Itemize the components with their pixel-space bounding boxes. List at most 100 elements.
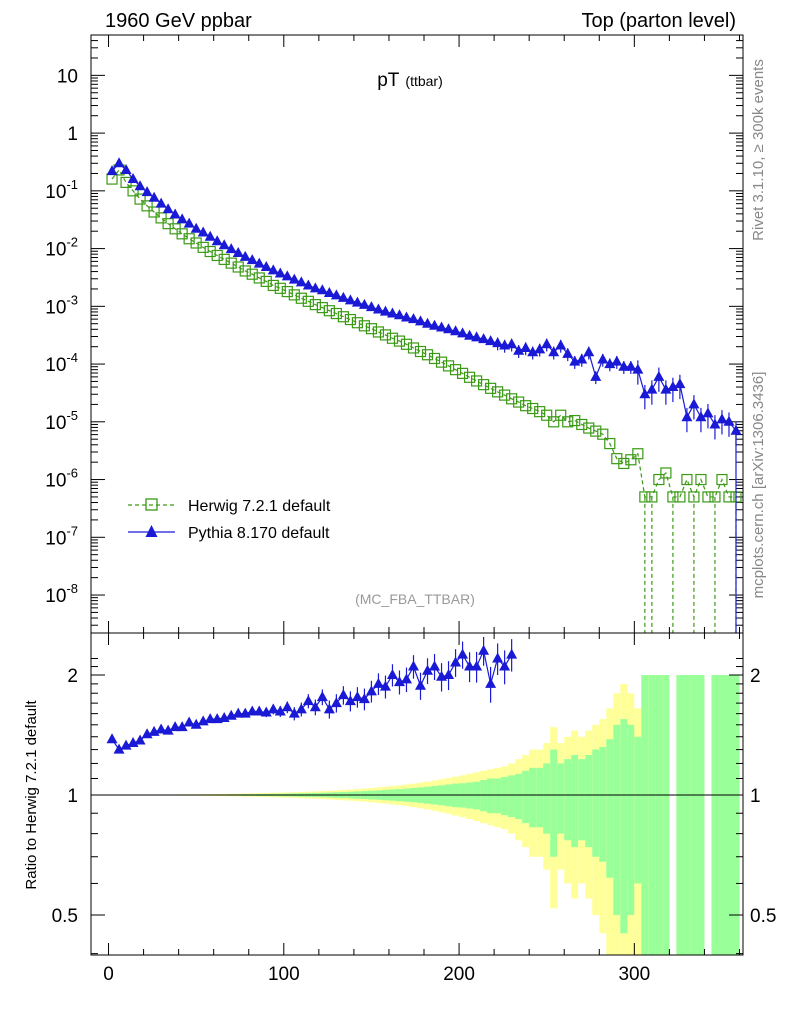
ratio-band-green [620, 719, 628, 934]
pythia-ratio-point [155, 723, 167, 734]
x-tick-label: 200 [443, 964, 475, 985]
pythia-point [429, 319, 441, 330]
pythia-ratio-point [464, 660, 476, 671]
pythia-point [534, 343, 546, 354]
herwig-point [127, 185, 139, 197]
herwig-point [372, 326, 385, 338]
pythia-ratio-point [506, 648, 518, 659]
ratio-band-green [641, 675, 649, 955]
herwig-point [155, 212, 167, 224]
pythia-ratio-point [295, 703, 307, 714]
pythia-point [506, 338, 518, 349]
pythia-point [113, 157, 125, 168]
pythia-point [597, 353, 609, 364]
herwig-point [183, 233, 195, 245]
ratio-band-green [515, 773, 523, 820]
pythia-point [393, 309, 405, 320]
y-tick-label-exponent: -3 [66, 292, 78, 307]
legend-entry-herwig: Herwig 7.2.1 default [128, 498, 331, 515]
herwig-point [288, 289, 300, 301]
ratio-band-green [732, 675, 740, 955]
herwig-point [414, 345, 427, 358]
y-tick-label-base: 10 [45, 586, 66, 607]
ratio-band-green [501, 776, 509, 816]
herwig-point [485, 382, 497, 394]
herwig-point [470, 375, 483, 387]
herwig-point [141, 200, 153, 212]
pythia-point [288, 273, 300, 284]
pythia-ratio-point [379, 680, 391, 691]
pythia-point [576, 353, 588, 364]
pythia-point [302, 279, 314, 290]
pythia-ratio-point [246, 705, 258, 716]
main-axis-ticks [91, 34, 743, 633]
herwig-point [351, 317, 364, 329]
pythia-ratio-point [204, 713, 216, 724]
pythia-ratio-point [393, 676, 405, 687]
y-tick-label: 10-8 [45, 581, 78, 607]
y-tick-label-base: 10 [45, 182, 66, 203]
herwig-point [330, 307, 342, 320]
ratio-band-green [480, 780, 488, 812]
analysis-label: (MC_FBA_TTBAR) [355, 591, 475, 607]
pythia-point [253, 257, 265, 268]
herwig-point [309, 299, 321, 311]
herwig-point [295, 292, 307, 304]
ratio-band-green [725, 675, 733, 955]
pythia-point [169, 208, 181, 219]
pythia-point [541, 338, 553, 349]
pythia-point [127, 173, 139, 184]
plot-title-main: pT [377, 70, 400, 91]
ratio-band-green [529, 767, 537, 828]
ratio-band-green [550, 749, 558, 857]
pythia-point [211, 235, 223, 246]
herwig-point [449, 364, 462, 376]
ratio-band-green [522, 770, 530, 824]
herwig-point [344, 313, 356, 326]
herwig-point [709, 491, 721, 503]
pythia-ratio-series [106, 637, 518, 754]
herwig-line [111, 168, 736, 499]
ratio-ylabel: Ratio to Herwig 7.2.1 default [23, 700, 40, 890]
pythia-point [372, 303, 384, 314]
pythia-point [267, 264, 279, 275]
herwig-point [365, 323, 378, 335]
herwig-point [302, 295, 314, 307]
pythia-point [365, 301, 377, 312]
ratio-y-tick-label-right: 1 [750, 786, 761, 807]
pythia-point [344, 294, 356, 305]
legend-herwig-label: Herwig 7.2.1 default [188, 498, 331, 515]
main-frame [90, 34, 744, 634]
pythia-point [632, 363, 644, 374]
pythia-point [702, 407, 714, 418]
pythia-ratio-point [274, 705, 286, 716]
pythia-ratio-point [113, 743, 125, 754]
herwig-point [316, 302, 328, 314]
pythia-point [162, 203, 174, 214]
herwig-point [688, 491, 700, 503]
herwig-point [407, 342, 420, 354]
ratio-band-green [613, 724, 621, 915]
y-tick-label: 10-1 [45, 177, 78, 203]
pythia-point [590, 370, 602, 381]
herwig-point [337, 311, 349, 323]
legend-entry-pythia: Pythia 8.170 default [128, 525, 330, 542]
pythia-point [716, 413, 728, 424]
herwig-point [211, 249, 223, 262]
herwig-point [674, 491, 686, 503]
pythia-ratio-point [176, 721, 188, 732]
herwig-point [190, 237, 202, 249]
pythia-ratio-point [386, 669, 398, 679]
ratio-band-green [683, 675, 691, 955]
herwig-point [723, 491, 735, 503]
legend-pythia-marker [145, 525, 158, 537]
y-tick-label-base: 10 [45, 297, 66, 318]
pythia-point [485, 335, 497, 346]
pythia-point [260, 260, 272, 271]
herwig-point [400, 338, 413, 350]
pythia-ratio-point [400, 673, 412, 684]
ratio-band-green [676, 675, 684, 955]
herwig-point [225, 257, 237, 269]
pythia-ratio-point [267, 703, 279, 714]
herwig-point [218, 253, 230, 265]
